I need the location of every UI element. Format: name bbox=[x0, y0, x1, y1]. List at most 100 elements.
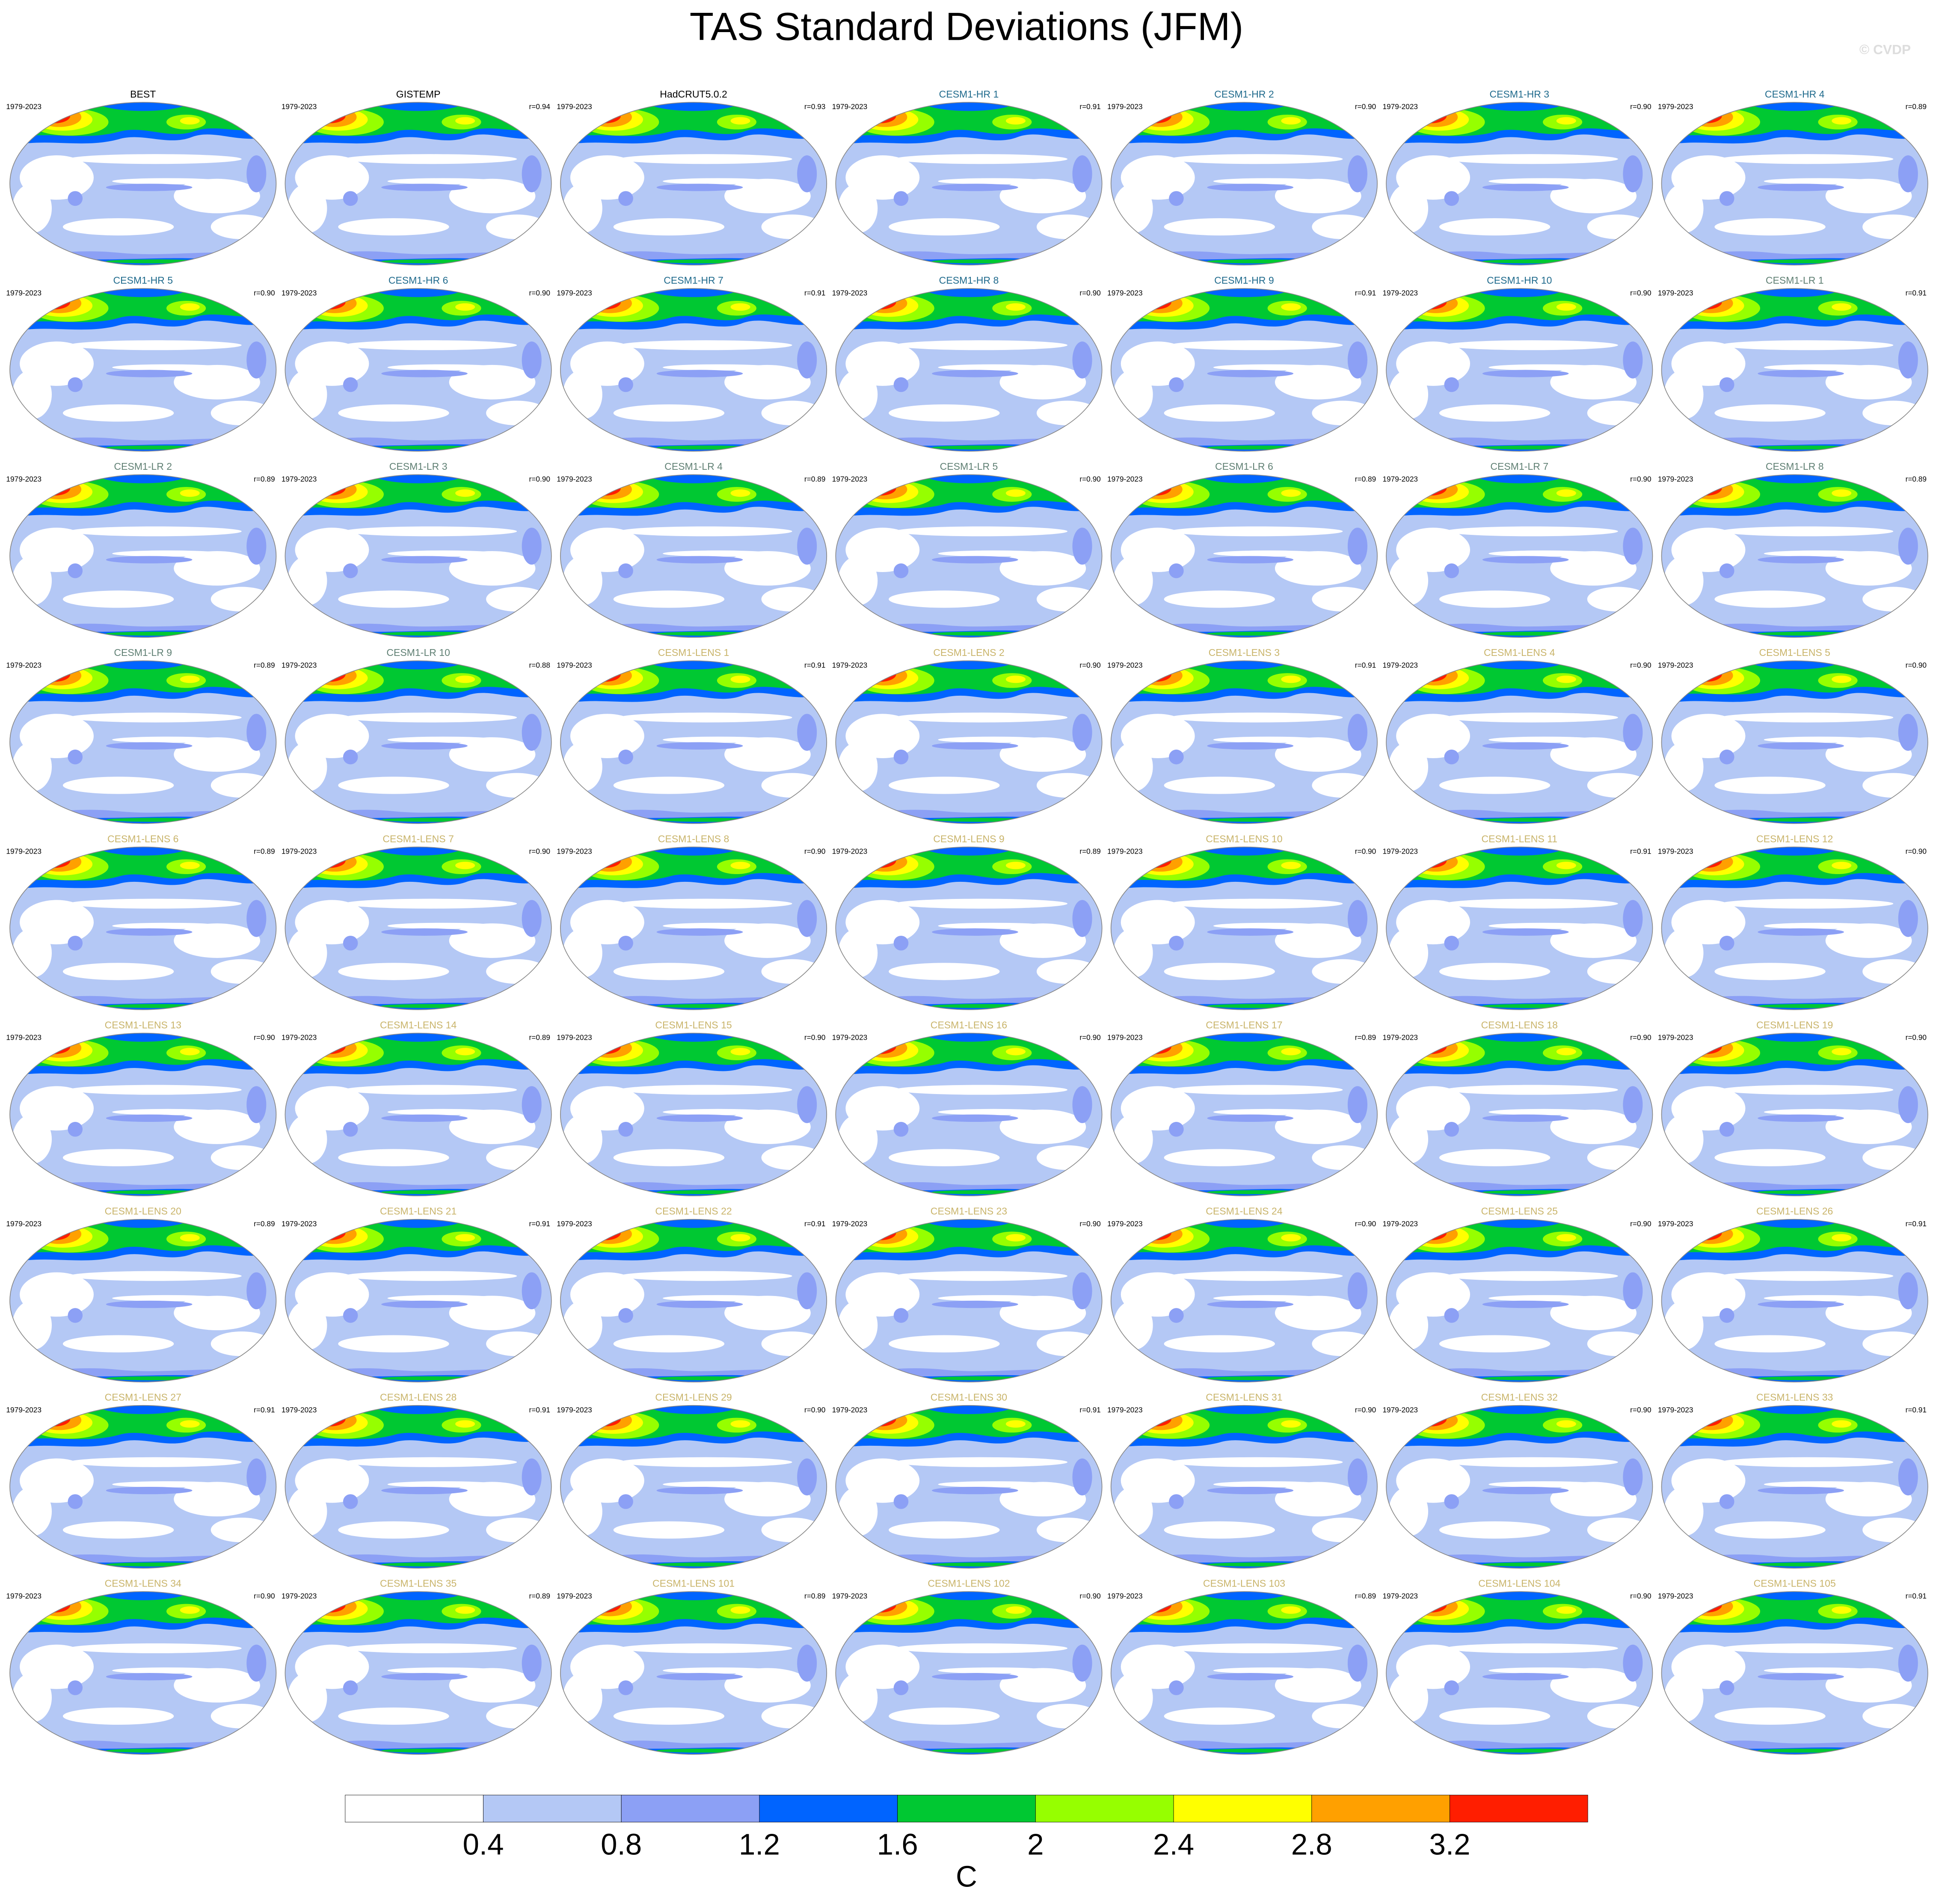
panel-correlation: r=0.89 bbox=[254, 1219, 275, 1228]
panel-title: CESM1-LENS 25 bbox=[1481, 1205, 1558, 1216]
panel-period: 1979-2023 bbox=[557, 661, 592, 670]
map-panel bbox=[1659, 833, 1930, 1015]
panel-correlation: r=0.89 bbox=[254, 847, 275, 856]
colorbar-box bbox=[759, 1794, 898, 1823]
panel-correlation: r=0.91 bbox=[1079, 102, 1100, 111]
panel-correlation: r=0.94 bbox=[529, 102, 551, 111]
panel-title: CESM1-LENS 32 bbox=[1481, 1392, 1558, 1403]
map-panel bbox=[1109, 1206, 1380, 1387]
panel-correlation: r=0.91 bbox=[804, 288, 825, 297]
panel-period: 1979-2023 bbox=[6, 1033, 42, 1042]
panel-title: CESM1-HR 8 bbox=[939, 275, 999, 286]
panel-correlation: r=0.90 bbox=[529, 847, 550, 856]
map-panel bbox=[7, 461, 279, 643]
panel-title: CESM1-LENS 7 bbox=[382, 833, 454, 844]
panel-period: 1979-2023 bbox=[1107, 1219, 1143, 1228]
panel-correlation: r=0.90 bbox=[1079, 1592, 1100, 1600]
map-panel bbox=[1659, 461, 1930, 643]
map-panel bbox=[7, 275, 279, 457]
watermark: © CVDP bbox=[1859, 42, 1911, 57]
panel-correlation: r=0.89 bbox=[1906, 475, 1927, 483]
map-panel bbox=[1384, 1206, 1655, 1387]
panel-period: 1979-2023 bbox=[1107, 847, 1143, 856]
panel-title: GISTEMP bbox=[396, 89, 441, 100]
panel-period: 1979-2023 bbox=[282, 1219, 317, 1228]
panel-correlation: r=0.90 bbox=[1079, 288, 1100, 297]
panel-correlation: r=0.90 bbox=[1906, 1033, 1927, 1042]
panel-correlation: r=0.91 bbox=[1906, 1592, 1927, 1600]
panel-title: CESM1-HR 4 bbox=[1765, 89, 1825, 100]
panel-period: 1979-2023 bbox=[6, 102, 42, 111]
map-panel bbox=[283, 1020, 554, 1201]
panel-correlation: r=0.91 bbox=[1355, 288, 1376, 297]
colorbar-tick-label: 2 bbox=[1027, 1828, 1044, 1861]
panel-correlation: r=0.90 bbox=[1906, 847, 1927, 856]
map-panel bbox=[1109, 647, 1380, 829]
panel-correlation: r=0.89 bbox=[1355, 1592, 1376, 1600]
panel-title: CESM1-LENS 34 bbox=[105, 1578, 182, 1589]
map-panel bbox=[1109, 89, 1380, 270]
panel-period: 1979-2023 bbox=[1658, 661, 1693, 670]
panel-title: CESM1-HR 6 bbox=[388, 275, 448, 286]
panel-correlation: r=0.89 bbox=[1355, 1033, 1376, 1042]
panel-title: CESM1-HR 3 bbox=[1490, 89, 1550, 100]
panel-title: CESM1-LENS 102 bbox=[928, 1578, 1010, 1589]
panel-title: CESM1-LENS 24 bbox=[1206, 1205, 1283, 1216]
panel-correlation: r=0.90 bbox=[254, 1033, 275, 1042]
panel-period: 1979-2023 bbox=[1658, 1406, 1693, 1414]
panel-period: 1979-2023 bbox=[1658, 1592, 1693, 1600]
panel-period: 1979-2023 bbox=[1382, 288, 1418, 297]
panel-title: CESM1-LENS 10 bbox=[1206, 833, 1282, 844]
map-panel bbox=[833, 833, 1105, 1015]
panel-period: 1979-2023 bbox=[832, 288, 868, 297]
panel-correlation: r=0.90 bbox=[1355, 102, 1376, 111]
panel-period: 1979-2023 bbox=[1658, 288, 1693, 297]
panel-period: 1979-2023 bbox=[282, 847, 317, 856]
panel-correlation: r=0.90 bbox=[1630, 102, 1651, 111]
panel-title: CESM1-LENS 4 bbox=[1484, 647, 1555, 658]
panel-correlation: r=0.89 bbox=[1355, 475, 1376, 483]
panel-period: 1979-2023 bbox=[1382, 102, 1418, 111]
colorbar-box bbox=[483, 1794, 622, 1823]
panel-correlation: r=0.90 bbox=[1630, 288, 1651, 297]
panel-title: CESM1-LR 6 bbox=[1215, 461, 1273, 472]
panel-period: 1979-2023 bbox=[1382, 1406, 1418, 1414]
map-panel bbox=[7, 647, 279, 829]
panel-correlation: r=0.90 bbox=[1906, 661, 1927, 670]
panel-period: 1979-2023 bbox=[832, 1033, 868, 1042]
panel-correlation: r=0.91 bbox=[1079, 1406, 1100, 1414]
panel-correlation: r=0.93 bbox=[804, 102, 825, 111]
map-panel bbox=[558, 1578, 829, 1759]
panel-title: CESM1-LENS 6 bbox=[107, 833, 179, 844]
panel-title: CESM1-LR 7 bbox=[1490, 461, 1548, 472]
panel-title: CESM1-LENS 11 bbox=[1481, 833, 1557, 844]
panel-title: CESM1-HR 10 bbox=[1487, 275, 1552, 286]
panel-period: 1979-2023 bbox=[557, 1592, 592, 1600]
map-panel bbox=[1384, 461, 1655, 643]
map-panel bbox=[558, 647, 829, 829]
panel-correlation: r=0.90 bbox=[1355, 847, 1376, 856]
map-panel bbox=[558, 275, 829, 457]
panel-period: 1979-2023 bbox=[1107, 1033, 1143, 1042]
panel-title: CESM1-LENS 27 bbox=[105, 1392, 181, 1403]
panel-period: 1979-2023 bbox=[832, 1406, 868, 1414]
map-panel bbox=[283, 275, 554, 457]
panel-title: CESM1-LENS 30 bbox=[931, 1392, 1007, 1403]
panel-correlation: r=0.90 bbox=[1079, 475, 1100, 483]
colorbar-tick-label: 1.2 bbox=[739, 1828, 780, 1861]
panel-title: CESM1-LENS 21 bbox=[380, 1205, 457, 1216]
map-panel bbox=[833, 1020, 1105, 1201]
panel-title: CESM1-LENS 3 bbox=[1209, 647, 1280, 658]
panel-period: 1979-2023 bbox=[557, 102, 592, 111]
panel-correlation: r=0.90 bbox=[1630, 475, 1651, 483]
panel-correlation: r=0.91 bbox=[1630, 847, 1651, 856]
panel-correlation: r=0.91 bbox=[804, 1219, 825, 1228]
panel-period: 1979-2023 bbox=[832, 661, 868, 670]
panel-title: CESM1-LENS 2 bbox=[933, 647, 1005, 658]
panel-title: CESM1-LENS 20 bbox=[105, 1205, 181, 1216]
panel-correlation: r=0.91 bbox=[1906, 288, 1927, 297]
panel-period: 1979-2023 bbox=[832, 847, 868, 856]
panel-correlation: r=0.90 bbox=[1355, 1219, 1376, 1228]
map-panel bbox=[1384, 1020, 1655, 1201]
